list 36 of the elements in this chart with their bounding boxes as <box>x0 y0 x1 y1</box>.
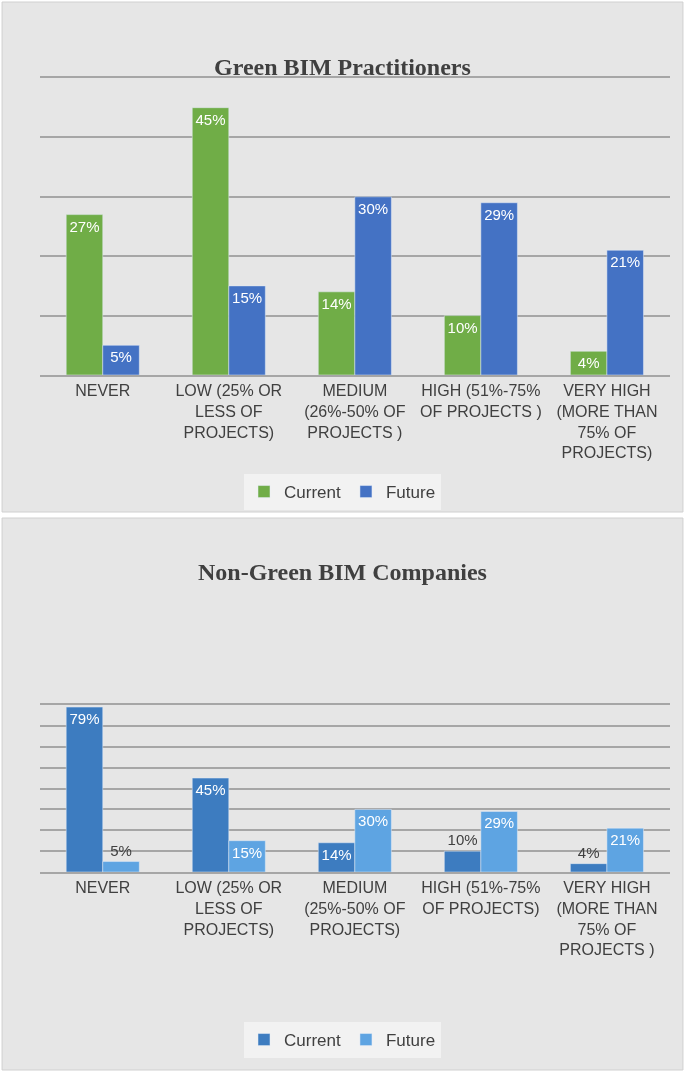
data-label: 21% <box>610 831 641 849</box>
data-label: 5% <box>110 348 132 366</box>
data-label: 5% <box>110 841 132 859</box>
data-label: 29% <box>484 205 515 223</box>
legend-label: Current <box>284 1031 341 1051</box>
chart-title: Green BIM Practitioners <box>214 54 471 80</box>
x-tick-label: NEVER <box>75 381 131 399</box>
x-tick-label: HIGH (51%-75% OF PROJECTS) <box>421 878 541 917</box>
data-label: 10% <box>447 831 478 849</box>
data-label: 4% <box>577 843 600 861</box>
data-label: 14% <box>321 294 352 312</box>
data-label: 45% <box>195 110 226 128</box>
x-tick-label: NEVER <box>75 878 131 896</box>
x-tick-label: MEDIUM (25%-50% OF PROJECTS) <box>304 878 406 938</box>
data-label: 4% <box>577 354 600 372</box>
data-label: 14% <box>321 845 352 863</box>
data-label: 27% <box>69 217 100 235</box>
data-label: 29% <box>484 814 515 832</box>
data-label: 15% <box>232 288 263 306</box>
chart-title: Non-Green BIM Companies <box>198 559 487 585</box>
x-tick-label: HIGH (51%-75% OF PROJECTS ) <box>419 381 542 420</box>
x-tick-label: LOW (25% OR LESS OF PROJECTS) <box>175 381 283 441</box>
data-label: 30% <box>358 812 389 830</box>
x-tick-label: VERY HIGH (MORE THAN 75% OF PROJECTS) <box>556 381 658 462</box>
legend-label: Future <box>385 483 436 503</box>
data-label: 21% <box>610 253 641 271</box>
legend-label: Current <box>284 483 341 503</box>
x-tick-label: LOW (25% OR LESS OF PROJECTS) <box>175 878 283 938</box>
data-label: 30% <box>358 199 389 217</box>
legend-label: Future <box>385 1031 436 1051</box>
data-label: 15% <box>232 843 263 861</box>
data-label: 45% <box>195 781 226 799</box>
x-tick-label: MEDIUM (26%-50% OF PROJECTS ) <box>304 381 406 441</box>
data-label: 10% <box>447 318 478 336</box>
x-tick-label: VERY HIGH (MORE THAN 75% OF PROJECTS ) <box>556 878 658 959</box>
data-label: 79% <box>69 710 100 728</box>
